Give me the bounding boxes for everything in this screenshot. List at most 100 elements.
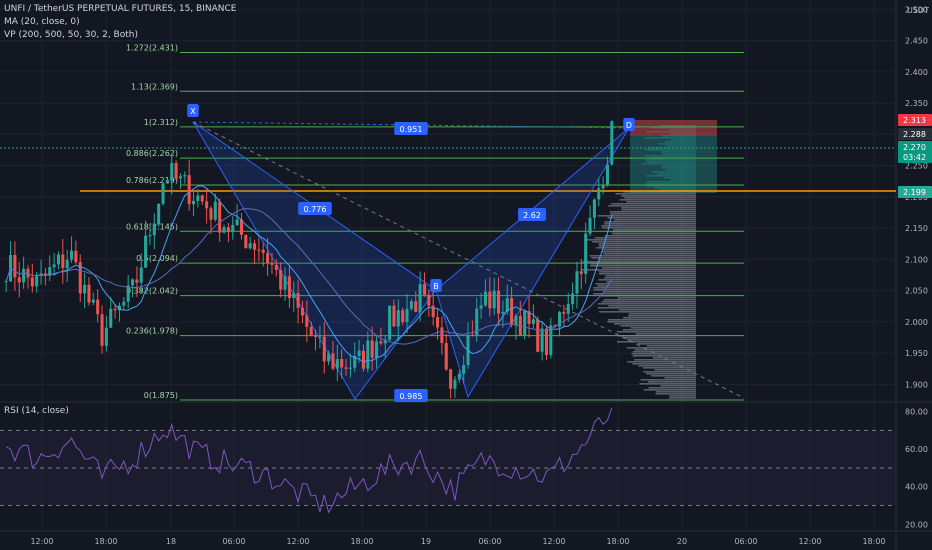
candle-body-35: [157, 203, 161, 225]
candle-body-87: [383, 339, 387, 344]
vp-bar-301: [601, 301, 696, 303]
rsi-tick-2: 40.00: [905, 483, 928, 492]
candle-body-17: [78, 262, 82, 294]
candle-body-73: [322, 336, 326, 362]
candle-body-83: [366, 340, 370, 369]
ratio-bd-label-box: [518, 208, 546, 221]
vp-bar-203: [611, 203, 696, 205]
ma-line: [5, 185, 613, 363]
candle-body-86: [379, 341, 383, 344]
vp-bar-373: [646, 373, 696, 375]
vp-bar-199: [619, 199, 696, 201]
vp-bar-261: [582, 261, 696, 263]
vp-bar-387: [648, 387, 696, 389]
vp-bar-153: [662, 153, 696, 155]
vp-bar-159: [644, 159, 696, 161]
vp-bar-367: [642, 367, 696, 369]
currency-label: USDT: [907, 6, 929, 15]
fib-label-3: 0.886(2.262): [126, 149, 178, 158]
candle-body-90: [396, 310, 400, 327]
vp-bar-243: [598, 243, 696, 245]
vp-bar-237: [594, 237, 696, 239]
candle-body-82: [361, 350, 365, 369]
vp-bar-271: [598, 271, 696, 273]
price-tick-12: 1.900: [905, 380, 928, 389]
vp-legend[interactable]: VP (200, 500, 50, 30, 2, Both): [4, 30, 138, 40]
vp-bar-189: [659, 189, 696, 191]
candle-body-85: [375, 341, 379, 358]
candle-body-66: [292, 292, 296, 298]
candle-body-72: [318, 336, 322, 338]
price-tick-8: 2.100: [905, 255, 928, 264]
candle-body-79: [348, 367, 352, 369]
candle-body-20: [91, 299, 95, 303]
candle-body-115: [505, 298, 509, 312]
point-d-label: D: [626, 121, 632, 130]
candle-body-22: [100, 314, 104, 346]
ratio-ac-label: 0.985: [400, 392, 423, 401]
ma-legend[interactable]: MA (20, close, 0): [4, 17, 80, 27]
candle-body-32: [144, 235, 148, 268]
candle-body-123: [540, 328, 544, 352]
vp-bar-249: [603, 249, 696, 251]
candle-body-68: [300, 307, 304, 316]
symbol-legend[interactable]: UNFI / TetherUS PERPETUAL FUTURES, 15, B…: [4, 4, 237, 14]
time-tick-8: 12:00: [542, 537, 565, 546]
candle-body-81: [357, 350, 361, 357]
point-x-label-box: [187, 104, 199, 117]
vp-bar-317: [623, 317, 696, 319]
candle-body-29: [131, 279, 135, 286]
candle-body-94: [414, 301, 418, 312]
vp-bar-235: [604, 235, 696, 237]
point-b-label-box: [430, 279, 442, 292]
vp-bar-321: [607, 321, 696, 323]
vp-bar-291: [603, 291, 696, 293]
candle-body-102: [449, 369, 453, 389]
vp-bar-141: [664, 141, 696, 143]
vp-bar-185: [646, 185, 696, 187]
candle-body-43: [192, 200, 196, 205]
candle-body-93: [409, 301, 413, 309]
vp-bar-389: [643, 389, 696, 391]
vp-bar-369: [654, 369, 696, 371]
fib-label-0: 1.272(2.431): [126, 44, 178, 53]
candle-body-119: [523, 311, 527, 336]
vp-bar-223: [604, 223, 696, 225]
vp-bar-307: [597, 307, 696, 309]
vp-bar-139: [670, 139, 696, 141]
vp-bar-169: [666, 169, 696, 171]
rsi-legend[interactable]: RSI (14, close): [4, 406, 69, 416]
candle-body-21: [96, 299, 100, 315]
price-tick-11: 1.950: [905, 349, 928, 358]
vp-bar-149: [645, 149, 696, 151]
time-tick-6: 19: [421, 537, 431, 546]
time-tick-11: 06:00: [734, 537, 757, 546]
price-tick-1: 2.450: [905, 37, 928, 46]
candle-body-41: [183, 175, 187, 177]
vp-bar-265: [590, 265, 696, 267]
candle-body-139: [610, 121, 614, 165]
candle-body-49: [218, 201, 222, 233]
price-tick-2: 2.400: [905, 68, 928, 77]
candle-body-80: [353, 356, 357, 368]
candle-body-128: [562, 312, 566, 314]
candle-body-127: [558, 312, 562, 327]
candle-body-77: [340, 359, 344, 368]
vp-bar-331: [616, 331, 696, 333]
vp-bar-287: [593, 287, 696, 289]
candle-body-24: [109, 308, 113, 328]
candle-body-4: [22, 268, 26, 283]
vp-bar-233: [612, 233, 696, 235]
vp-bar-323: [613, 323, 696, 325]
short-risk-zone: [630, 120, 717, 136]
candle-body-129: [566, 304, 570, 314]
fib-label-9: 0(1.875): [144, 391, 178, 400]
candle-body-100: [440, 327, 444, 344]
candle-body-19: [87, 284, 91, 303]
vp-bar-345: [646, 345, 696, 347]
vp-bar-283: [595, 283, 696, 285]
candle-body-107: [470, 334, 474, 336]
fib-label-5: 0.618(2.145): [126, 222, 178, 231]
point-d-label-box: [623, 118, 635, 131]
